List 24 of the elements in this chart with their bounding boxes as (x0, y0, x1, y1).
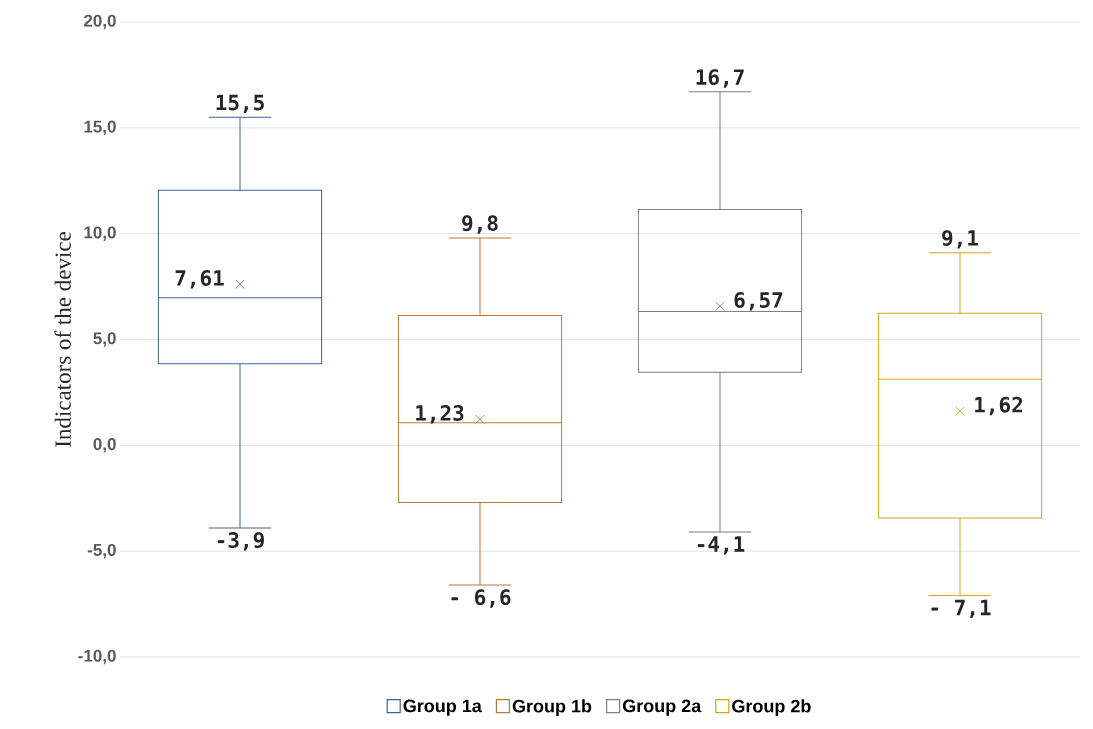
legend-label: Group 2a (622, 699, 702, 716)
annotation: 15,5 (216, 94, 264, 114)
annotation: - 6,6 (451, 589, 511, 608)
y-tick-label: 20,0 (83, 14, 116, 30)
annotation: 7,61 (175, 270, 224, 289)
y-tick-label: -10,0 (78, 649, 116, 665)
annotation: 6,57 (734, 292, 783, 311)
y-tick-label: 15,0 (84, 120, 116, 136)
annotation: 16,7 (696, 69, 744, 88)
annotation: - 7,1 (931, 599, 991, 619)
y-tick-label: -5,0 (87, 543, 116, 559)
annotation: 1,23 (416, 405, 464, 424)
legend-label: Group 2b (732, 699, 811, 717)
annotation: -3,9 (217, 532, 264, 551)
legend-label: Group 1a (403, 699, 482, 716)
y-axis-title: Indicators of the device (54, 232, 71, 447)
annotation: -4,1 (697, 536, 745, 555)
y-tick-label: 10,0 (84, 226, 116, 241)
annotation: 9,8 (462, 215, 498, 234)
y-tick-label: 5,0 (93, 332, 116, 347)
legend-label: Group 1b (512, 699, 592, 717)
annotation: 9,1 (942, 230, 978, 249)
annotation: 1,62 (975, 396, 1023, 416)
y-tick-label: 0,0 (93, 438, 116, 453)
